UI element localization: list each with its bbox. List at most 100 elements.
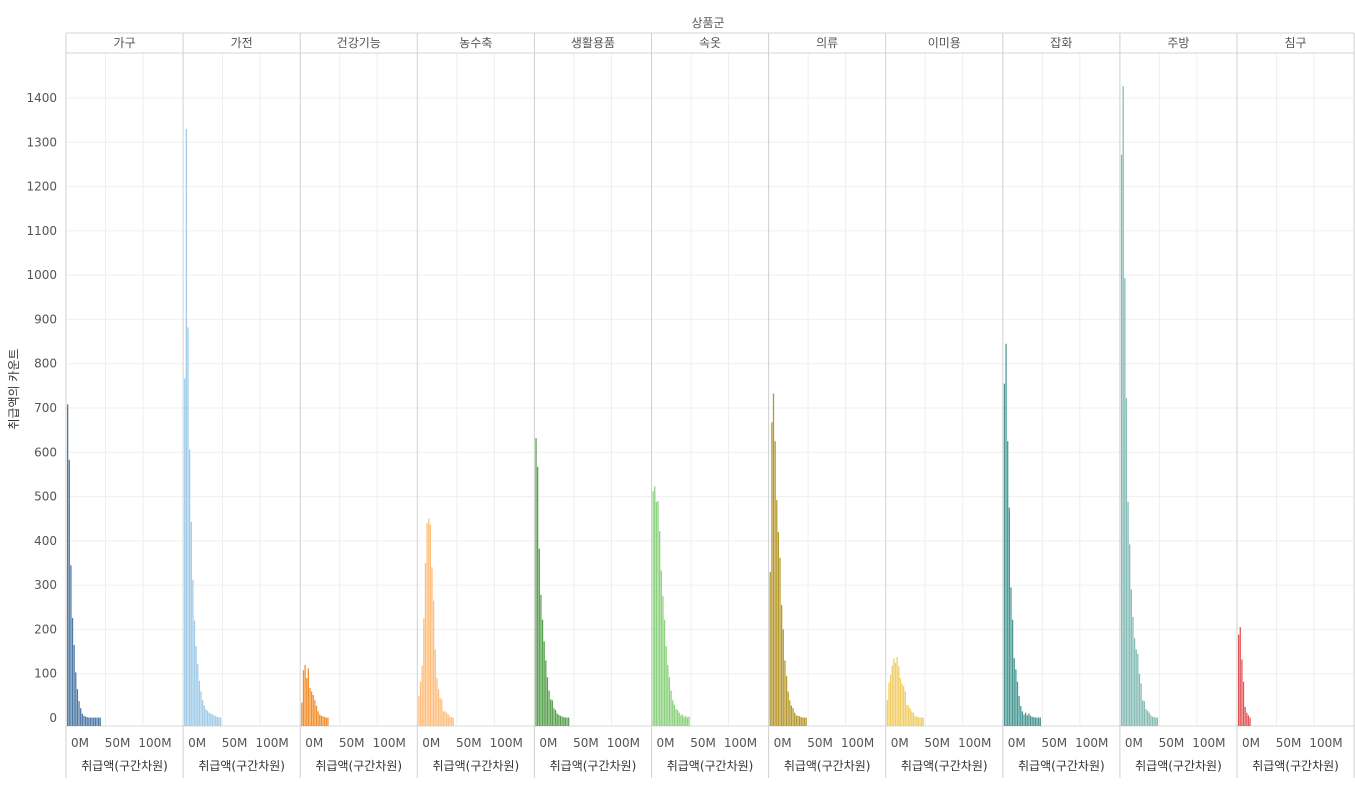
bar bbox=[193, 620, 196, 726]
bar bbox=[1033, 717, 1035, 726]
bar bbox=[96, 717, 98, 726]
bar bbox=[190, 521, 192, 726]
bar bbox=[216, 717, 218, 726]
bar bbox=[1020, 706, 1022, 726]
bar bbox=[1029, 715, 1032, 726]
bar bbox=[1249, 717, 1251, 726]
bar bbox=[1155, 717, 1157, 726]
bar bbox=[450, 717, 453, 726]
bar bbox=[898, 666, 900, 726]
bar bbox=[672, 700, 674, 726]
bar bbox=[447, 714, 449, 726]
bar bbox=[907, 705, 910, 726]
bar bbox=[683, 717, 685, 726]
bar bbox=[901, 683, 903, 726]
x-tick-label: 0M bbox=[1125, 736, 1143, 750]
x-axis-title: 취급액(구간차원) bbox=[550, 759, 637, 773]
x-tick-label: 50M bbox=[573, 736, 599, 750]
bar bbox=[444, 711, 446, 726]
bar bbox=[324, 717, 326, 726]
bar bbox=[429, 524, 431, 726]
bar bbox=[203, 705, 205, 726]
bar bbox=[670, 690, 672, 726]
bar bbox=[787, 691, 789, 726]
panel-headers: 가구 가전 건강기능 농수축 생활용품 속옷 의류 이미용 잡화 주방 침구 bbox=[114, 36, 1307, 50]
panel-header-7: 이미용 bbox=[928, 36, 961, 50]
bar bbox=[1146, 710, 1149, 726]
bar bbox=[432, 600, 435, 726]
bar bbox=[67, 404, 69, 726]
bar bbox=[561, 716, 563, 726]
bar bbox=[1129, 544, 1131, 726]
panel-header-10: 침구 bbox=[1285, 36, 1307, 50]
panel-dividers bbox=[65, 32, 1355, 778]
bar bbox=[563, 717, 565, 726]
bar bbox=[657, 501, 659, 726]
bar bbox=[452, 717, 454, 726]
bar bbox=[327, 717, 329, 726]
bar bbox=[769, 571, 771, 726]
bar bbox=[668, 677, 671, 726]
bar bbox=[909, 708, 911, 726]
panel-bars-3 bbox=[418, 518, 454, 726]
bar bbox=[911, 711, 913, 726]
bar bbox=[94, 717, 96, 726]
bar bbox=[1013, 658, 1015, 726]
bar bbox=[654, 486, 656, 726]
x-tick-label: 0M bbox=[305, 736, 323, 750]
bar bbox=[1038, 717, 1040, 726]
panel-header-0: 가구 bbox=[114, 36, 136, 50]
bar bbox=[195, 646, 197, 726]
bar bbox=[663, 619, 666, 726]
bar bbox=[914, 715, 916, 726]
y-tick-label: 600 bbox=[34, 445, 57, 459]
y-tick-label: 1100 bbox=[26, 224, 57, 238]
bar bbox=[894, 662, 897, 726]
bar bbox=[436, 678, 438, 726]
bar bbox=[564, 717, 567, 726]
bar bbox=[1125, 398, 1128, 726]
bar bbox=[541, 619, 544, 726]
bar bbox=[1151, 716, 1154, 726]
bar bbox=[418, 695, 420, 726]
bar bbox=[1007, 441, 1009, 726]
bar bbox=[1120, 154, 1123, 726]
bar bbox=[917, 717, 919, 726]
x-tick-label: 50M bbox=[690, 736, 716, 750]
bar bbox=[1142, 700, 1144, 726]
bar bbox=[1018, 695, 1020, 726]
bar bbox=[771, 422, 773, 726]
bar bbox=[655, 501, 658, 726]
bar bbox=[680, 715, 682, 726]
bar bbox=[781, 605, 783, 726]
y-tick-label: 700 bbox=[34, 401, 57, 415]
y-tick-label: 300 bbox=[34, 578, 57, 592]
bar bbox=[568, 717, 570, 726]
bar bbox=[1003, 383, 1006, 726]
x-tick-label: 0M bbox=[188, 736, 206, 750]
bar bbox=[1010, 587, 1012, 726]
bar bbox=[76, 689, 79, 726]
bar bbox=[97, 717, 100, 726]
bar bbox=[71, 617, 74, 726]
bar bbox=[210, 713, 212, 726]
bar bbox=[301, 702, 303, 726]
bar bbox=[789, 700, 791, 726]
bar bbox=[660, 570, 662, 726]
bar bbox=[550, 699, 552, 726]
x-tick-label: 0M bbox=[1242, 736, 1260, 750]
x-axis-title: 취급액(구간차원) bbox=[901, 759, 988, 773]
bar bbox=[1242, 681, 1245, 726]
y-tick-label: 400 bbox=[34, 534, 57, 548]
x-tick-label: 100M bbox=[1192, 736, 1225, 750]
bar bbox=[1137, 653, 1139, 726]
bar bbox=[424, 563, 427, 726]
y-tick-label: 800 bbox=[34, 357, 57, 371]
x-tick-label: 50M bbox=[1041, 736, 1067, 750]
x-axis-title: 취급액(구간차원) bbox=[667, 759, 754, 773]
bar bbox=[906, 704, 908, 726]
bar bbox=[777, 532, 780, 726]
x-tick-label: 100M bbox=[373, 736, 406, 750]
y-tick-label: 0 bbox=[49, 711, 57, 725]
